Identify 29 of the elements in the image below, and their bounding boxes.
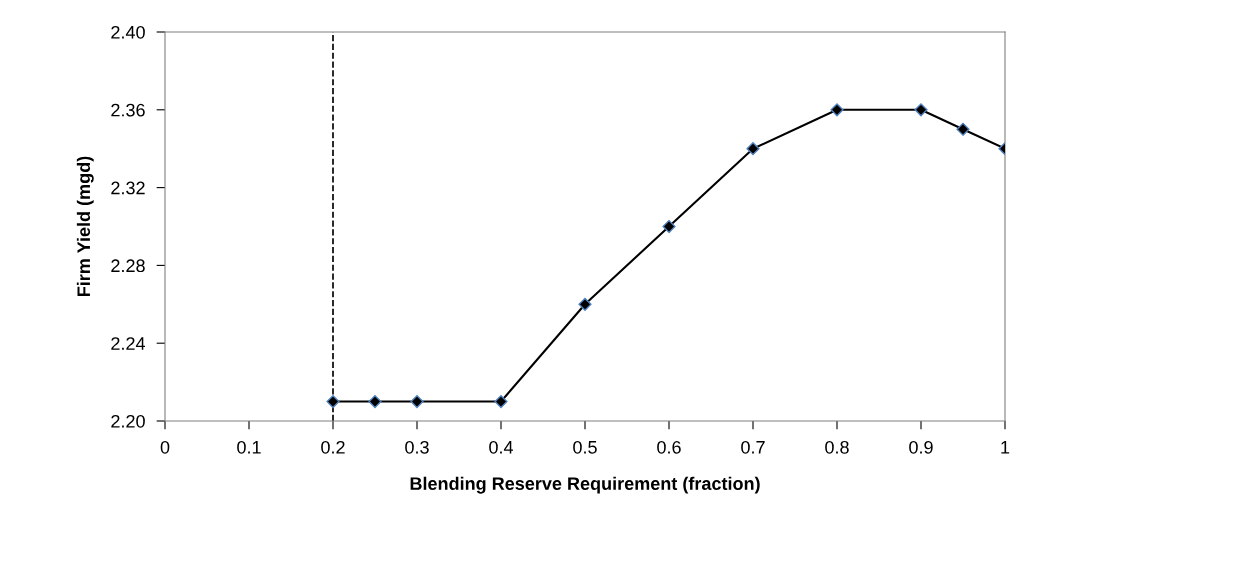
point xyxy=(914,103,928,117)
x-tick-label: 0.5 xyxy=(573,440,597,454)
point xyxy=(830,103,844,117)
y-tick-label: 2.36 xyxy=(111,103,145,117)
x-tick-label: 0.6 xyxy=(657,440,681,454)
y-tick-label: 2.28 xyxy=(111,259,145,273)
x-tick-label: 0.9 xyxy=(909,440,933,454)
x-tick-label: 0.3 xyxy=(405,440,429,454)
y-tick-label: 2.24 xyxy=(111,337,146,350)
point xyxy=(410,394,424,409)
point xyxy=(956,122,970,136)
x-tick-label: 1 xyxy=(1001,441,1010,454)
y-tick-label: 2.20 xyxy=(111,414,145,428)
point xyxy=(662,219,676,234)
point xyxy=(494,394,508,409)
y-axis-title: Firm Yield (mgd) xyxy=(76,156,94,297)
point xyxy=(746,142,760,156)
x-tick-label: 0.2 xyxy=(321,440,345,454)
x-tick-label: 0.1 xyxy=(237,440,261,454)
point xyxy=(326,394,340,409)
x-tick-label: 0.4 xyxy=(489,440,514,454)
x-tick-label: 0.7 xyxy=(741,440,765,454)
x-tick-label: 0.8 xyxy=(825,440,849,454)
point xyxy=(578,297,592,311)
x-axis-title: Blending Reserve Requirement (fraction) xyxy=(410,476,760,494)
y-tick-label: 2.32 xyxy=(111,181,145,195)
x-tick-label: 0 xyxy=(160,440,170,454)
y-tick-label: 2.40 xyxy=(111,25,145,39)
point xyxy=(368,394,382,409)
